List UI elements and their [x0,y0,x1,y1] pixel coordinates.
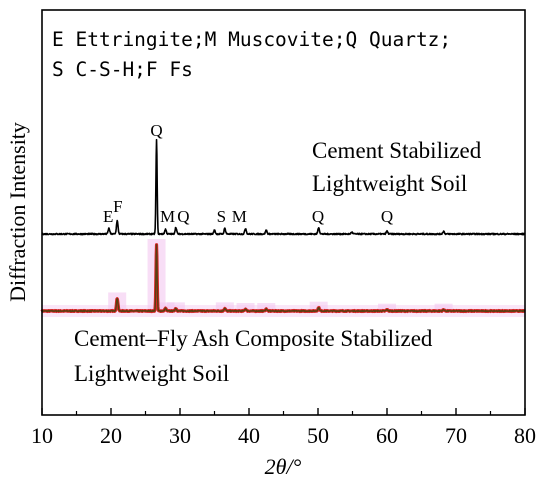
series-2-label-line-1: Cement–Fly Ash Composite Stabilized [74,326,433,351]
x-tick-label: 50 [307,423,329,448]
series-2-halo-peak [378,303,396,311]
peak-annotation-label: Q [381,207,393,226]
series-2-line [41,244,526,313]
x-tick-label: 30 [169,423,191,448]
x-axis-title: 2θ/° [265,454,302,479]
peak-annotation-label: Q [177,207,189,226]
series-1-label-line-2: Lightweight Soil [312,171,467,196]
peak-annotation-label: F [113,197,122,216]
peak-annotation-label: M [160,207,175,226]
y-axis-title: Diffraction Intensity [5,122,30,302]
series-1-line [41,138,526,236]
x-tick-layer: 10 20 30 40 50 60 70 80 [31,408,536,448]
series-2-halo-peak [236,303,255,311]
peak-annotation-label: E [103,207,113,226]
series-2-halo-peak [257,303,276,311]
legend-line-1: E Ettringite;M Muscovite;Q Quartz; [52,28,451,51]
legend-line-2: S C-S-H;F Fs [52,58,193,81]
series-2-halo-layer [42,239,525,317]
x-tick-label: 60 [376,423,398,448]
series-2-halo-peak [434,303,453,311]
x-tick-label: 80 [514,423,536,448]
peak-annotation-label: Q [150,121,162,140]
series-2-halo-peak [166,302,185,311]
peak-annotation-label: S [217,207,226,226]
trace-layer [40,138,527,314]
peak-annotation-label: M [232,207,247,226]
series-2-label-line-2: Lightweight Soil [74,361,229,386]
x-tick-label: 70 [445,423,467,448]
series-1-label-line-1: Cement Stabilized [312,138,482,163]
peak-annotation-label: Q [312,207,324,226]
series-2-halo-peak [215,302,234,311]
x-tick-label: 40 [238,423,260,448]
x-tick-label: 10 [31,423,53,448]
x-tick-label: 20 [100,423,122,448]
